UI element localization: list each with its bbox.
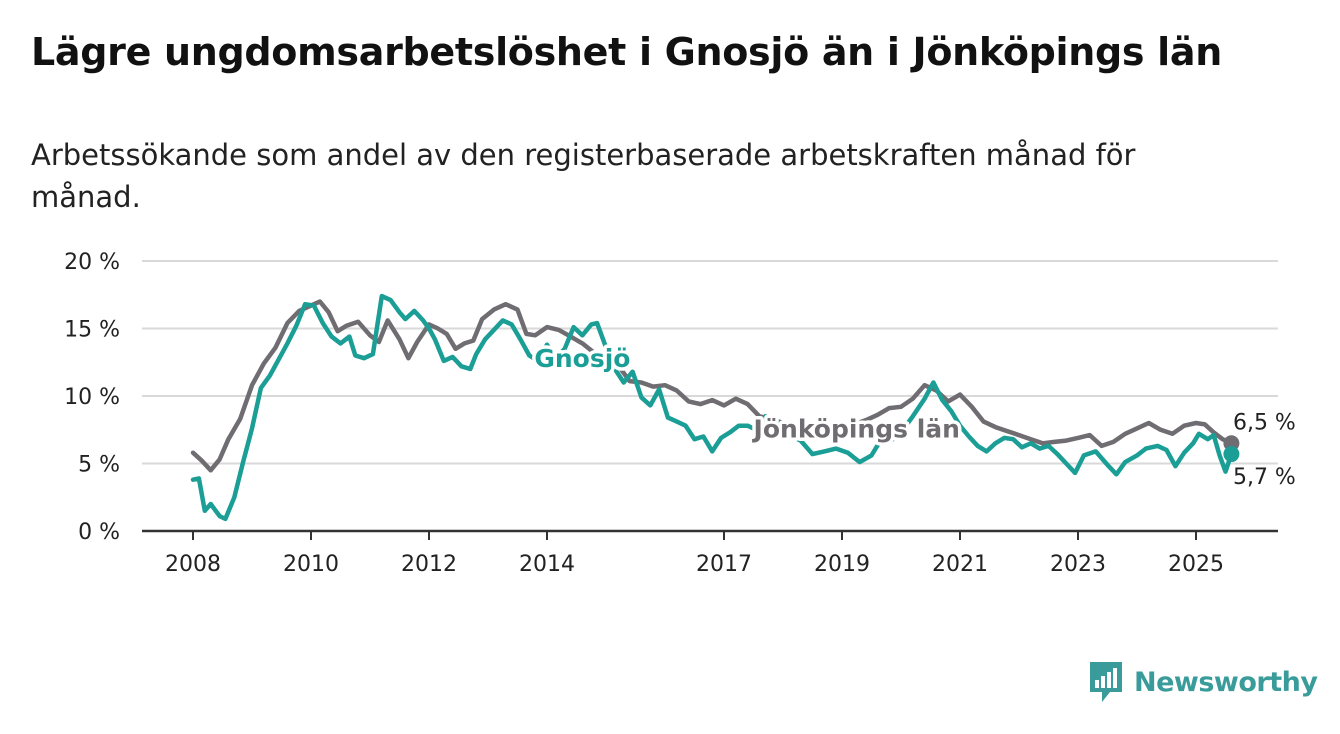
series-layer — [190, 293, 1234, 522]
series-end-value-label: 5,7 % — [1233, 465, 1296, 490]
x-tick-label: 2014 — [519, 552, 575, 577]
x-tick-label: 2025 — [1168, 552, 1224, 577]
brand-name: Newsworthy — [1134, 666, 1318, 698]
y-tick-label: 20 % — [64, 250, 120, 275]
y-tick-label: 10 % — [64, 385, 120, 410]
series-end-marker — [1223, 446, 1240, 463]
series-name-label: Jönköpings län — [752, 414, 960, 443]
x-tick-label: 2021 — [932, 552, 988, 577]
y-tick-label: 0 % — [78, 520, 120, 545]
series-line-1 — [190, 293, 1234, 522]
x-tick-label: 2012 — [401, 552, 457, 577]
x-tick-label: 2010 — [283, 552, 339, 577]
x-tick-label: 2023 — [1050, 552, 1106, 577]
y-tick-label: 5 % — [78, 453, 120, 478]
y-tick-label: 15 % — [64, 318, 120, 343]
newsworthy-logo-icon — [1090, 662, 1122, 702]
x-tick-label: 2019 — [814, 552, 870, 577]
label-layer: 6,5 % 5,7 % Gnosjö Jönköpings län — [531, 341, 1299, 493]
page-title: Lägre ungdomsarbetslöshet i Gnosjö än i … — [31, 30, 1223, 74]
axis-layer: 0 % 5 % 10 % 15 % 20 % 2008 2010 2012 2014 2017 20… — [64, 250, 1278, 577]
brand-logo[interactable]: Newsworthy — [1088, 660, 1318, 704]
line-chart: 0 % 5 % 10 % 15 % 20 % 2008 2010 2012 2014 2017 20… — [64, 250, 1299, 577]
grid-layer — [142, 260, 1278, 465]
series-end-value-label: 6,5 % — [1233, 410, 1296, 435]
series-line-0 — [190, 299, 1234, 473]
x-tick-label: 2008 — [165, 552, 221, 577]
page-subtitle: Arbetssökande som andel av den registerb… — [31, 138, 1136, 214]
series-name-label: Gnosjö — [534, 344, 630, 373]
x-tick-label: 2017 — [696, 552, 752, 577]
